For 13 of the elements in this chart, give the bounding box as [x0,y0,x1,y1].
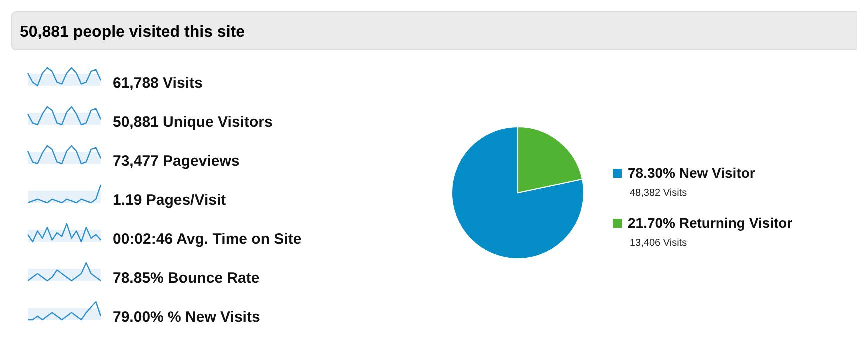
text: 1.19 Pages/Visit [113,192,226,209]
text: 61,788 Visits [113,75,203,92]
text: 48,382 Visits [630,188,688,199]
pie-slice [452,126,584,260]
text: 73,477 Pageviews [113,153,240,170]
text: 50,881 people visited this site [20,24,246,41]
text: 79.00% % New Visits [113,309,260,326]
text: 00:02:46 Avg. Time on Site [113,231,302,248]
text: 50,881 Unique Visitors [113,114,273,131]
text: 13,406 Visits [630,238,688,249]
text: 78.85% Bounce Rate [113,270,260,287]
legend-label: 78.30% New Visitor [628,165,756,181]
legend-label: 21.70% Returning Visitor [628,215,794,231]
